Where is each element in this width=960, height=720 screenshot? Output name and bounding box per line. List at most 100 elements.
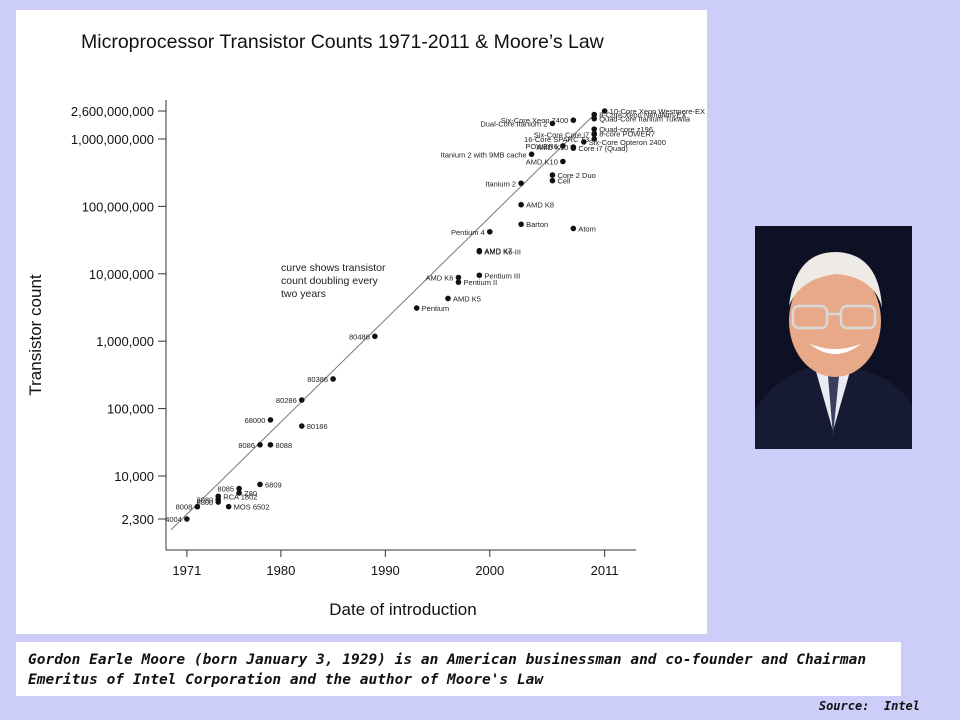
point-label: Z80 [244, 489, 257, 498]
data-point [455, 274, 462, 281]
data-point [257, 442, 263, 448]
chart-title: Microprocessor Transistor Counts 1971-20… [81, 31, 605, 53]
x-tick-label: 1971 [172, 563, 201, 578]
point-label: 80486 [349, 332, 370, 341]
gordon-moore-photo [755, 226, 912, 449]
point-label: Quad-Core Itanium Tukwila [599, 115, 691, 124]
point-label: 8-Core Xeon Nehalem-EX [599, 111, 686, 120]
point-label: Barton [526, 220, 548, 229]
point-label: 8-core POWER7 [599, 130, 655, 139]
data-point [194, 503, 201, 510]
x-tick-label: 1980 [266, 563, 295, 578]
point-label: MOS 6502 [234, 503, 270, 512]
point-label: Core i7 (Quad) [578, 144, 628, 153]
y-tick-label: 100,000 [107, 402, 154, 417]
data-point [486, 228, 493, 235]
point-label: 8088 [275, 441, 292, 450]
point-label: Dual-Core Itanium 2 [480, 119, 547, 128]
point-label: 8008 [176, 503, 193, 512]
point-label: POWER6 [525, 142, 558, 151]
data-point [549, 172, 556, 178]
y-tick-label: 1,000,000,000 [71, 132, 154, 147]
transistor-chart: Microprocessor Transistor Counts 1971-20… [26, 31, 705, 619]
point-label: AMD K10 [536, 143, 568, 152]
data-point [591, 130, 598, 137]
point-label: Atom [578, 224, 596, 233]
point-label: 8085 [217, 485, 234, 494]
y-tick-label: 2,600,000,000 [71, 104, 154, 119]
data-point [225, 503, 232, 510]
data-point [476, 272, 483, 279]
annotation-line: curve shows transistor [281, 262, 386, 274]
data-point [257, 481, 263, 488]
point-label: Six-Core Core i7 [534, 130, 589, 139]
y-tick-label: 2,300 [121, 512, 154, 527]
data-point [560, 143, 566, 149]
data-point [298, 423, 305, 429]
point-label: AMD K6 [426, 274, 454, 283]
point-label: AMD K7 [484, 247, 512, 256]
data-point [518, 180, 524, 187]
y-tick-label: 1,000,000 [96, 334, 154, 349]
point-label: 80386 [307, 375, 328, 384]
caption-box: Gordon Earle Moore (born January 3, 1929… [16, 642, 901, 696]
data-point [184, 516, 190, 522]
data-point [298, 397, 305, 403]
data-point [570, 144, 577, 150]
data-point [455, 279, 462, 285]
point-label: 10-Core Xeon Westmere-EX [610, 107, 705, 116]
data-point [236, 490, 242, 496]
annotation-line: two years [281, 288, 326, 300]
data-point [549, 177, 556, 184]
point-label: Quad-core z196 [599, 125, 653, 134]
data-point [518, 221, 524, 228]
y-tick-label: 100,000,000 [82, 199, 154, 214]
point-label: 16-Core SPARC T3 [524, 135, 589, 144]
annotation-line: count doubling every [281, 275, 379, 287]
data-point [549, 120, 556, 127]
data-point [445, 295, 451, 302]
data-point [330, 376, 336, 382]
data-point [236, 485, 242, 492]
chart-panel: Microprocessor Transistor Counts 1971-20… [16, 10, 707, 634]
data-point [591, 136, 598, 142]
chart-axes: 2,300 10,000 100,000 1,000,000 10,000,000 100… [71, 100, 636, 578]
data-point [267, 417, 274, 423]
point-label: 4004 [165, 515, 182, 524]
data-point [591, 115, 598, 122]
data-point [591, 111, 598, 118]
point-label: AMD K8 [526, 201, 554, 210]
y-axis-label: Transistor count [26, 274, 45, 396]
data-point [372, 333, 378, 340]
data-point [580, 139, 587, 145]
point-label: Cell [557, 177, 570, 186]
point-label: Itanium 2 [485, 179, 516, 188]
data-point [215, 493, 222, 500]
data-point [267, 442, 274, 448]
point-label: AMD K6-III [484, 248, 521, 257]
data-point [601, 108, 608, 114]
point-label: Pentium 4 [451, 228, 485, 237]
data-point [518, 201, 524, 208]
x-tick-label: 2011 [591, 563, 619, 578]
x-axis-label: Date of introduction [329, 600, 476, 619]
point-label: Itanium 2 with 9MB cache [441, 150, 527, 159]
data-point [476, 247, 483, 254]
y-tick-label: 10,000 [114, 469, 154, 484]
point-label: RCA 1802 [223, 492, 257, 501]
data-point [570, 117, 577, 123]
point-label: AMD K5 [453, 294, 481, 303]
x-tick-label: 2000 [475, 563, 504, 578]
point-label: 8086 [238, 441, 255, 450]
point-label: Six-Core Opteron 2400 [589, 138, 666, 147]
trend-line [170, 114, 595, 530]
trend-line-group [170, 114, 595, 530]
point-label: 6800 [197, 498, 214, 507]
point-label: Pentium III [484, 271, 520, 280]
data-point [570, 225, 577, 232]
source-credit: Source: Intel [818, 699, 920, 713]
point-label: 80186 [307, 422, 328, 431]
point-label: 80286 [276, 396, 297, 405]
point-label: 68000 [245, 416, 266, 425]
